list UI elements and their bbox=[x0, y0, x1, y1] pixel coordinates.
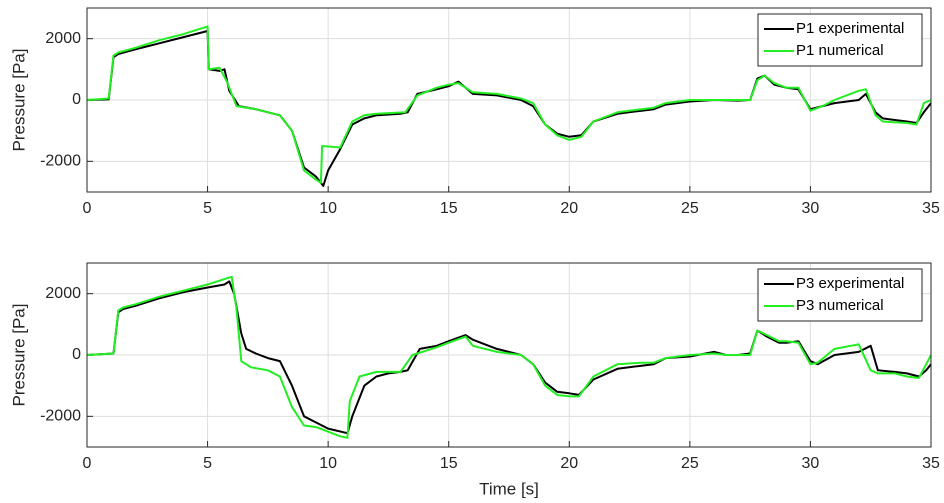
x-tick-label: 0 bbox=[83, 455, 92, 472]
x-tick-label: 20 bbox=[560, 455, 578, 472]
y-tick-label: 2000 bbox=[45, 30, 81, 47]
legend-label: P3 numerical bbox=[796, 297, 884, 314]
y-tick-label: -2000 bbox=[40, 408, 81, 425]
legend-label: P1 numerical bbox=[796, 42, 884, 59]
legend-box bbox=[757, 268, 923, 322]
x-tick-label: 30 bbox=[802, 455, 820, 472]
y-tick-label: -2000 bbox=[40, 153, 81, 170]
legend-label: P3 experimental bbox=[796, 275, 904, 292]
y-axis-label: Pressure [Pa] bbox=[9, 304, 28, 407]
y-tick-label: 0 bbox=[72, 346, 81, 363]
legend-box bbox=[757, 13, 923, 67]
x-axis-label: Time [s] bbox=[479, 479, 539, 498]
x-tick-label: 10 bbox=[319, 455, 337, 472]
x-tick-label: 35 bbox=[922, 455, 940, 472]
x-tick-label: 30 bbox=[802, 200, 820, 217]
legend-label: P1 experimental bbox=[796, 20, 904, 37]
y-axis-label: Pressure [Pa] bbox=[9, 49, 28, 152]
x-tick-label: 35 bbox=[922, 200, 940, 217]
axes-box bbox=[86, 7, 932, 193]
x-tick-label: 5 bbox=[203, 200, 212, 217]
x-tick-label: 25 bbox=[681, 455, 699, 472]
data-line bbox=[86, 25, 932, 184]
x-tick-label: 20 bbox=[560, 200, 578, 217]
x-tick-label: 15 bbox=[440, 200, 458, 217]
y-tick-label: 0 bbox=[72, 91, 81, 108]
data-line bbox=[86, 275, 932, 439]
y-tick-label: 2000 bbox=[45, 285, 81, 302]
x-tick-label: 15 bbox=[440, 455, 458, 472]
x-tick-label: 0 bbox=[83, 200, 92, 217]
x-tick-label: 25 bbox=[681, 200, 699, 217]
x-tick-label: 10 bbox=[319, 200, 337, 217]
axes-box bbox=[86, 262, 932, 448]
x-tick-label: 5 bbox=[203, 455, 212, 472]
